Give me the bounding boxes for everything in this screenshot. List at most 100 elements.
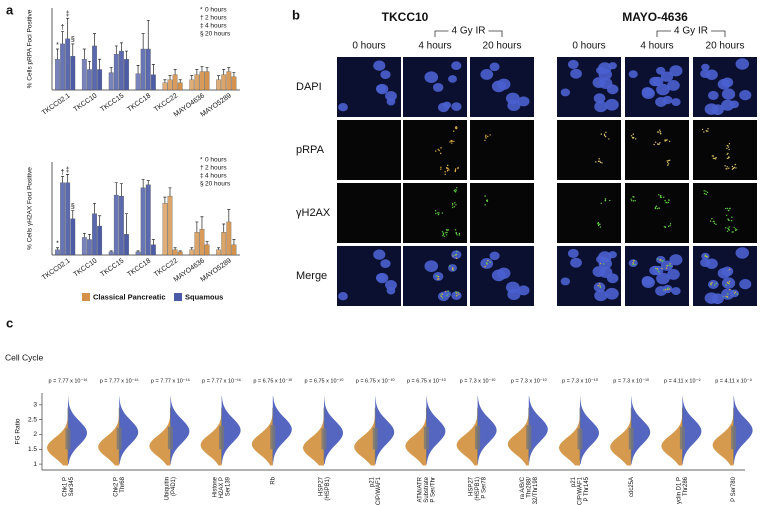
bar	[189, 79, 195, 91]
focus	[666, 160, 668, 162]
error-bar	[136, 250, 140, 252]
x-tick-label: Ser345	[69, 476, 75, 496]
focus	[668, 140, 671, 143]
focus	[707, 130, 709, 132]
x-tick-label: Rb	[270, 476, 276, 484]
x-tick-label: P Ser780	[731, 476, 737, 502]
nucleus	[739, 278, 752, 290]
focus	[445, 234, 448, 236]
focus	[668, 264, 670, 267]
focus	[454, 191, 457, 193]
legend-label: 20 hours	[205, 31, 231, 38]
x-tick-label: Ubiquitin	[165, 477, 171, 500]
bar	[199, 71, 205, 91]
violin-half	[507, 404, 529, 466]
error-bar	[195, 69, 199, 75]
error-bar	[178, 250, 182, 252]
focus	[658, 270, 660, 273]
focus	[667, 287, 669, 289]
focus	[669, 223, 672, 225]
focus	[703, 192, 706, 195]
nucleus	[671, 287, 681, 295]
focus	[725, 295, 727, 298]
focus	[452, 267, 454, 270]
nucleus	[705, 258, 718, 270]
micrograph	[403, 120, 467, 180]
focus	[452, 255, 454, 257]
nucleus	[560, 277, 571, 286]
error-bar	[136, 65, 140, 74]
error-bar	[124, 50, 128, 60]
error-bar	[141, 33, 145, 49]
focus	[440, 166, 442, 168]
focus	[456, 187, 458, 189]
violin-half	[324, 395, 343, 465]
focus	[713, 222, 716, 224]
focus	[456, 250, 458, 253]
p-value: p = 7.3 x 10⁻¹⁰	[511, 377, 548, 384]
focus	[668, 288, 671, 290]
focus	[442, 233, 444, 236]
nucleus	[599, 77, 613, 90]
focus	[455, 231, 457, 234]
panel-label: c	[6, 315, 13, 330]
focus	[600, 202, 602, 205]
focus	[438, 149, 440, 152]
violin-half	[477, 395, 497, 465]
violin-half	[661, 404, 683, 466]
focus	[485, 136, 487, 138]
focus	[654, 206, 657, 209]
focus	[486, 200, 488, 203]
focus	[657, 258, 659, 260]
focus	[487, 135, 489, 138]
p-value: p = 7.77 x 10⁻¹⁶	[49, 377, 88, 384]
focus	[728, 229, 730, 231]
focus	[666, 202, 668, 204]
bar	[70, 56, 76, 91]
bar	[135, 251, 141, 256]
focus	[659, 132, 662, 135]
focus	[451, 206, 454, 209]
focus	[487, 259, 489, 262]
focus	[599, 226, 602, 228]
nucleus	[448, 75, 457, 83]
bar	[221, 74, 227, 91]
nucleus	[432, 82, 444, 92]
error-bar	[66, 174, 70, 183]
focus	[455, 291, 457, 293]
focus	[709, 220, 712, 222]
x-tick-label: P Ser78	[482, 476, 488, 498]
focus	[457, 166, 459, 169]
focus	[658, 143, 660, 145]
legend-label: 4 hours	[205, 173, 227, 180]
focus	[659, 196, 662, 198]
focus	[659, 259, 661, 261]
legend-label: 4 hours	[205, 23, 227, 30]
focus	[437, 148, 439, 150]
nucleus	[596, 255, 605, 264]
focus	[664, 199, 666, 202]
nucleus	[497, 78, 511, 90]
focus	[599, 223, 601, 226]
focus	[727, 227, 729, 229]
focus	[485, 137, 487, 139]
error-bar	[163, 196, 167, 204]
bar	[81, 237, 87, 256]
focus	[608, 138, 610, 140]
focus	[713, 157, 716, 160]
micrograph	[337, 120, 401, 180]
violin-half	[712, 404, 734, 466]
x-tick-label: Chk2 P	[114, 477, 120, 497]
focus	[445, 229, 448, 231]
focus	[653, 143, 655, 146]
x-tick-label: TKCC02.1	[41, 92, 72, 117]
bar	[162, 203, 168, 256]
x-tick-label: CIP/WAF1	[376, 476, 382, 505]
focus	[731, 168, 734, 170]
focus	[726, 168, 728, 170]
focus	[715, 223, 717, 225]
x-tick-label: ra A/B/C	[520, 476, 526, 499]
focus	[489, 134, 491, 136]
significance-symbol: §	[71, 37, 75, 44]
